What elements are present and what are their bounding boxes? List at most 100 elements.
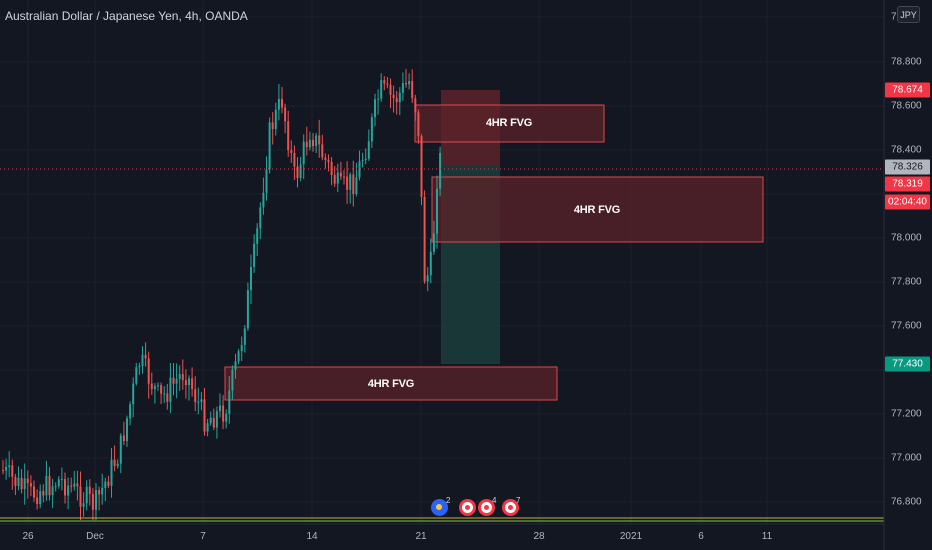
candle-body <box>237 351 240 362</box>
fvg-zone-lower[interactable] <box>224 366 558 401</box>
jp-flag-icon[interactable] <box>478 499 495 516</box>
candle-body <box>436 188 438 234</box>
candle-body <box>26 478 29 484</box>
candle-body <box>383 80 386 84</box>
date-tick: 28 <box>533 531 545 542</box>
au-flag-icon[interactable] <box>431 499 448 516</box>
candle-body <box>98 489 101 495</box>
candle-body <box>411 81 414 99</box>
price-tag-current[interactable]: 78.319 <box>885 176 930 192</box>
candle-body <box>163 393 166 395</box>
candle-body <box>426 275 429 282</box>
candle-body <box>312 139 314 147</box>
fvg-zone-label: 4HR FVG <box>367 378 415 390</box>
event-count: 2 <box>446 496 451 505</box>
price-tag-last[interactable]: 78.326 <box>885 159 930 175</box>
candle-body <box>215 411 218 428</box>
candle-body <box>358 161 361 178</box>
candle-body <box>420 136 423 197</box>
candle-body <box>79 486 82 507</box>
candle-body <box>389 84 392 95</box>
candle-body <box>147 358 150 384</box>
price-tick: 76.800 <box>891 496 922 508</box>
jp-flag-icon[interactable] <box>502 499 519 516</box>
candle-body <box>423 196 426 282</box>
candle-body <box>274 109 277 130</box>
date-tick: 14 <box>306 531 318 542</box>
candle-body <box>370 117 373 142</box>
candle-body <box>39 491 42 505</box>
candle-body <box>88 486 91 494</box>
candle-body <box>222 405 225 422</box>
candle-body <box>287 121 290 151</box>
candle-body <box>305 141 308 148</box>
candle-body <box>243 328 246 345</box>
candle-body <box>119 435 122 464</box>
candle-body <box>256 228 259 244</box>
price-tick: 77.800 <box>891 276 922 288</box>
date-tick: 6 <box>698 531 704 542</box>
candle-body <box>395 98 398 103</box>
price-tick: 77.000 <box>891 452 922 464</box>
candle-body <box>42 491 45 496</box>
price-tick: 78.000 <box>891 232 922 244</box>
candle-body <box>64 479 66 496</box>
candle-body <box>343 176 345 178</box>
candle-body <box>206 423 209 432</box>
candle-body <box>336 172 339 184</box>
fvg-zone-middle[interactable] <box>431 176 764 243</box>
candle-body <box>302 141 305 165</box>
fvg-zones[interactable] <box>224 104 764 401</box>
candle-body <box>188 378 190 385</box>
date-tick: 11 <box>761 531 773 542</box>
symbol-title[interactable]: Australian Dollar / Japanese Yen, 4h, OA… <box>5 9 248 23</box>
candle-body <box>284 107 287 122</box>
candle-body <box>346 176 349 190</box>
candle-body <box>48 475 51 496</box>
fvg-zone-label: 4HR FVG <box>573 204 621 216</box>
candle-body <box>67 485 70 496</box>
candle-body <box>408 81 411 85</box>
candle-body <box>116 463 119 467</box>
currency-badge[interactable]: JPY <box>897 6 920 23</box>
candle-body <box>246 290 249 329</box>
candle-body <box>203 399 206 432</box>
candle-body <box>240 344 243 352</box>
candle-body <box>333 175 336 184</box>
candle-body <box>330 162 333 176</box>
candle-body <box>166 393 169 402</box>
candle-body <box>355 177 358 194</box>
candle-body <box>60 479 63 481</box>
price-tick: 77.600 <box>891 320 922 332</box>
candle-body <box>250 266 252 291</box>
candle-body <box>153 386 156 390</box>
candle-body <box>20 477 23 490</box>
candle-body <box>293 152 296 167</box>
candle-body <box>377 98 380 100</box>
date-tick: 2021 <box>619 531 643 542</box>
price-tick: 78.600 <box>891 100 922 112</box>
candle-body <box>181 374 184 381</box>
jp-flag-icon[interactable] <box>459 499 476 516</box>
candle-body <box>308 139 311 148</box>
fvg-zone-upper[interactable] <box>414 104 605 143</box>
candle-body <box>327 159 330 163</box>
candle-body <box>405 83 407 85</box>
candle-body <box>138 365 141 368</box>
candle-body <box>321 144 324 158</box>
date-tick: 7 <box>200 531 206 542</box>
candle-body <box>132 383 135 405</box>
candle-body <box>299 164 302 178</box>
candle-body <box>386 83 389 85</box>
candle-body <box>150 383 153 390</box>
price-tag-lower-target[interactable]: 77.430 <box>885 356 930 372</box>
candle-body <box>82 503 85 507</box>
candle-body <box>324 157 327 160</box>
candle-body <box>157 385 159 387</box>
price-tag-upper-target[interactable]: 78.674 <box>885 82 930 98</box>
candle-body <box>175 378 178 384</box>
price-tag-countdown: 02:04:40 <box>885 194 930 210</box>
candle-body <box>141 354 144 366</box>
candle-body <box>91 493 94 510</box>
